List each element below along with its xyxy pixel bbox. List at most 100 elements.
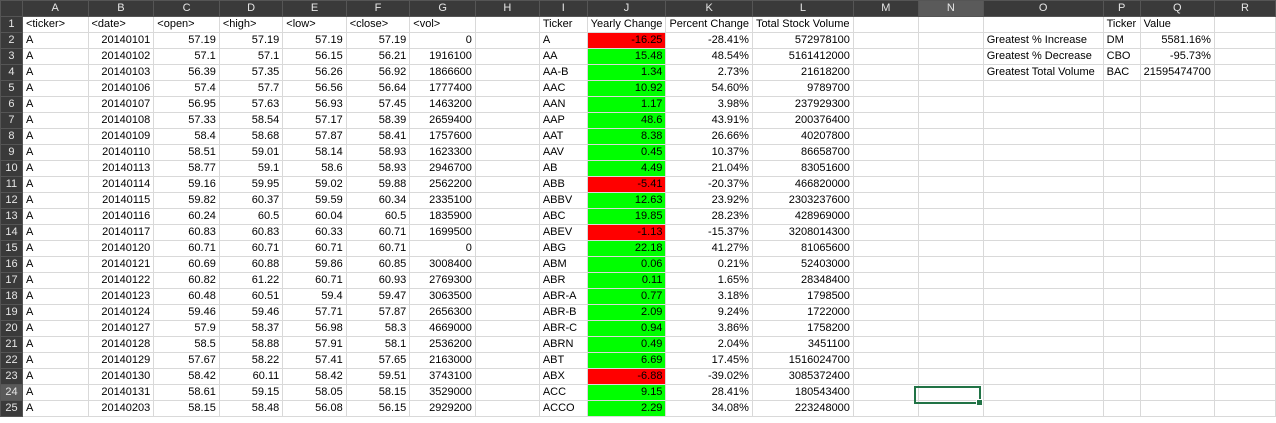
cell-b15[interactable]: 20140120 <box>87 240 155 257</box>
cell-e21[interactable]: 57.91 <box>282 336 347 353</box>
cell-n20[interactable] <box>917 320 984 337</box>
row-header[interactable]: 10 <box>0 160 23 177</box>
cell-o8[interactable] <box>982 128 1104 145</box>
cell-a11[interactable]: A <box>21 176 89 193</box>
cell-r8[interactable] <box>1213 128 1276 145</box>
cell-k3[interactable]: 48.54% <box>665 48 753 65</box>
cell-o16[interactable] <box>982 256 1104 273</box>
cell-r7[interactable] <box>1213 112 1276 129</box>
cell-f21[interactable]: 58.1 <box>345 336 411 353</box>
cell-q18[interactable] <box>1139 288 1215 305</box>
cell-f7[interactable]: 58.39 <box>345 112 411 129</box>
cell-r11[interactable] <box>1213 176 1276 193</box>
row-header[interactable]: 23 <box>0 368 23 385</box>
column-header-h[interactable]: H <box>474 0 540 17</box>
cell-d16[interactable]: 60.88 <box>218 256 284 273</box>
cell-b8[interactable]: 20140109 <box>87 128 155 145</box>
cell-r3[interactable] <box>1213 48 1276 65</box>
cell-b5[interactable]: 20140106 <box>87 80 155 97</box>
cell-j24[interactable]: 9.15 <box>586 384 667 401</box>
cell-q25[interactable] <box>1139 400 1215 417</box>
cell-b18[interactable]: 20140123 <box>87 288 155 305</box>
cell-c18[interactable]: 60.48 <box>153 288 220 305</box>
cell-m9[interactable] <box>852 144 919 161</box>
cell-h7[interactable] <box>474 112 540 129</box>
cell-f4[interactable]: 56.92 <box>345 64 411 81</box>
cell-i23[interactable]: ABX <box>538 368 588 385</box>
cell-k9[interactable]: 10.37% <box>665 144 753 161</box>
cell-r25[interactable] <box>1213 400 1276 417</box>
cell-p18[interactable] <box>1102 288 1141 305</box>
cell-p9[interactable] <box>1102 144 1141 161</box>
cell-i9[interactable]: AAV <box>538 144 588 161</box>
column-header-b[interactable]: B <box>87 0 155 17</box>
cell-i10[interactable]: AB <box>538 160 588 177</box>
cell-k17[interactable]: 1.65% <box>665 272 753 289</box>
cell-p20[interactable] <box>1102 320 1141 337</box>
cell-r4[interactable] <box>1213 64 1276 81</box>
cell-r5[interactable] <box>1213 80 1276 97</box>
cell-l6[interactable]: 237929300 <box>751 96 854 113</box>
cell-n25[interactable] <box>917 400 984 417</box>
cell-r23[interactable] <box>1213 368 1276 385</box>
cell-l4[interactable]: 21618200 <box>751 64 854 81</box>
cell-p14[interactable] <box>1102 224 1141 241</box>
cell-q15[interactable] <box>1139 240 1215 257</box>
cell-l5[interactable]: 9789700 <box>751 80 854 97</box>
cell-o24[interactable] <box>982 384 1104 401</box>
cell-n3[interactable] <box>917 48 984 65</box>
cell-l19[interactable]: 1722000 <box>751 304 854 321</box>
cell-m10[interactable] <box>852 160 919 177</box>
cell-o6[interactable] <box>982 96 1104 113</box>
cell-g3[interactable]: 1916100 <box>409 48 476 65</box>
cell-k24[interactable]: 28.41% <box>665 384 753 401</box>
cell-l7[interactable]: 200376400 <box>751 112 854 129</box>
cell-o15[interactable] <box>982 240 1104 257</box>
cell-j1[interactable]: Yearly Change <box>586 16 667 33</box>
column-header-j[interactable]: J <box>586 0 667 17</box>
cell-q23[interactable] <box>1139 368 1215 385</box>
cell-b24[interactable]: 20140131 <box>87 384 155 401</box>
row-header[interactable]: 17 <box>0 272 23 289</box>
cell-d2[interactable]: 57.19 <box>218 32 284 49</box>
cell-c23[interactable]: 58.42 <box>153 368 220 385</box>
cell-j5[interactable]: 10.92 <box>586 80 667 97</box>
cell-j8[interactable]: 8.38 <box>586 128 667 145</box>
column-header-p[interactable]: P <box>1102 0 1141 17</box>
cell-o18[interactable] <box>982 288 1104 305</box>
cell-m13[interactable] <box>852 208 919 225</box>
cell-e17[interactable]: 60.71 <box>282 272 347 289</box>
cell-e24[interactable]: 58.05 <box>282 384 347 401</box>
cell-m7[interactable] <box>852 112 919 129</box>
cell-h1[interactable] <box>474 16 540 33</box>
cell-g25[interactable]: 2929200 <box>409 400 476 417</box>
cell-m15[interactable] <box>852 240 919 257</box>
cell-c20[interactable]: 57.9 <box>153 320 220 337</box>
cell-c25[interactable]: 58.15 <box>153 400 220 417</box>
cell-o3[interactable]: Greatest % Decrease <box>982 48 1104 65</box>
cell-g13[interactable]: 1835900 <box>409 208 476 225</box>
cell-b11[interactable]: 20140114 <box>87 176 155 193</box>
cell-a13[interactable]: A <box>21 208 89 225</box>
cell-o2[interactable]: Greatest % Increase <box>982 32 1104 49</box>
cell-a23[interactable]: A <box>21 368 89 385</box>
cell-c1[interactable]: <open> <box>153 16 220 33</box>
cell-r15[interactable] <box>1213 240 1276 257</box>
cell-l8[interactable]: 40207800 <box>751 128 854 145</box>
cell-q22[interactable] <box>1139 352 1215 369</box>
cell-m3[interactable] <box>852 48 919 65</box>
cell-h13[interactable] <box>474 208 540 225</box>
cell-g4[interactable]: 1866600 <box>409 64 476 81</box>
cell-m4[interactable] <box>852 64 919 81</box>
cell-n22[interactable] <box>917 352 984 369</box>
cell-k11[interactable]: -20.37% <box>665 176 753 193</box>
cell-i22[interactable]: ABT <box>538 352 588 369</box>
cell-p5[interactable] <box>1102 80 1141 97</box>
cell-f8[interactable]: 58.41 <box>345 128 411 145</box>
cell-j21[interactable]: 0.49 <box>586 336 667 353</box>
row-header[interactable]: 14 <box>0 224 23 241</box>
column-header-g[interactable]: G <box>409 0 476 17</box>
row-header[interactable]: 24 <box>0 384 23 401</box>
row-header[interactable]: 16 <box>0 256 23 273</box>
cell-e9[interactable]: 58.14 <box>282 144 347 161</box>
